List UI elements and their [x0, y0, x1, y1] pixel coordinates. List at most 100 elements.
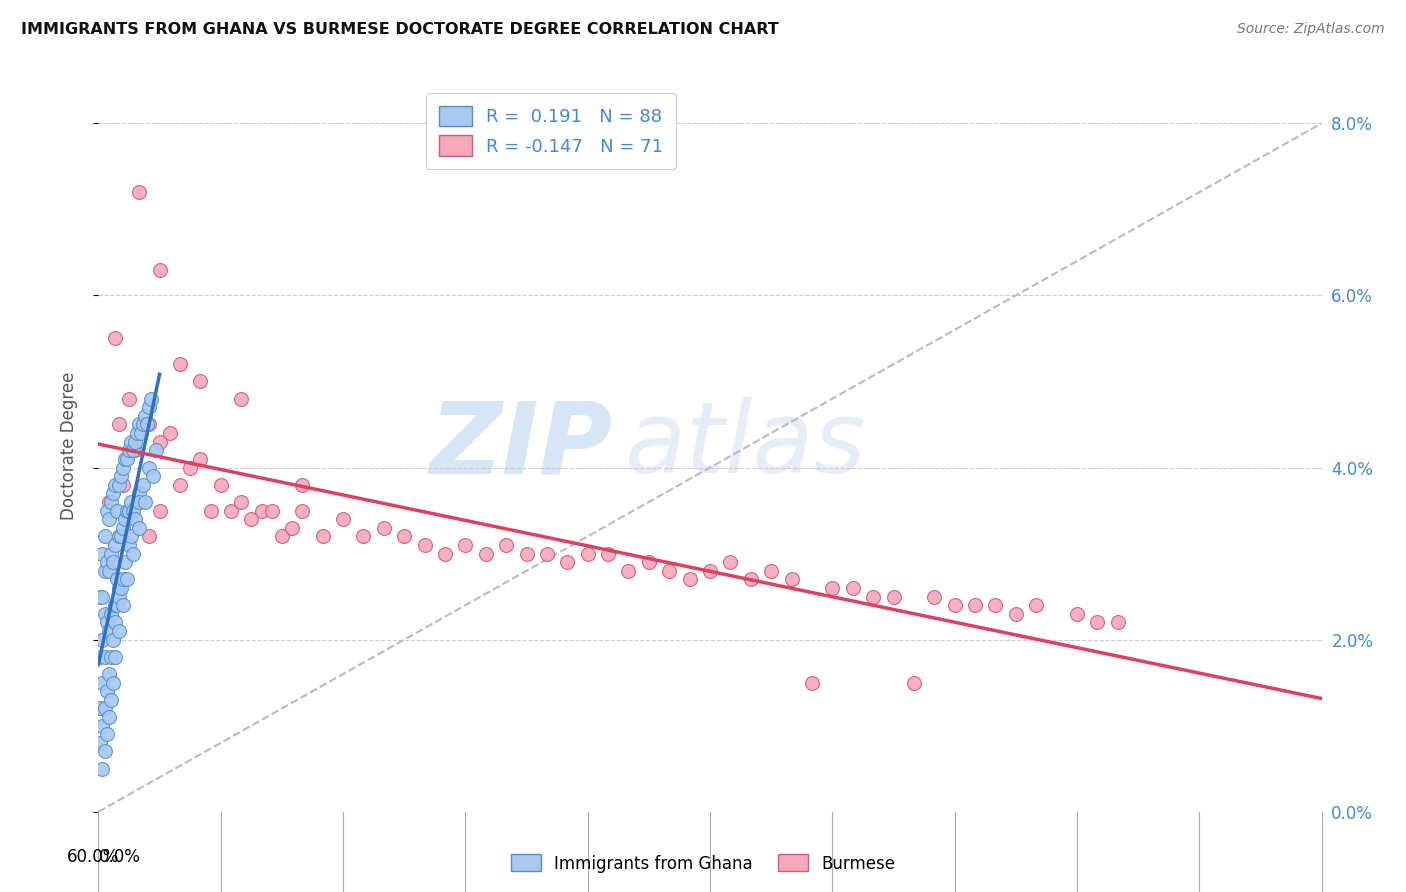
Point: [97, 512, 120, 526]
Point: [91, 762, 114, 776]
Point: [141, 392, 163, 406]
Point: [96, 503, 118, 517]
Point: [111, 521, 134, 535]
Point: [740, 573, 762, 587]
Point: [115, 451, 138, 466]
Text: IMMIGRANTS FROM GHANA VS BURMESE DOCTORATE DEGREE CORRELATION CHART: IMMIGRANTS FROM GHANA VS BURMESE DOCTORA…: [21, 22, 779, 37]
Point: [679, 573, 702, 587]
Y-axis label: Doctorate Degree: Doctorate Degree: [59, 372, 77, 520]
Point: [104, 598, 127, 612]
Point: [91, 632, 114, 647]
Point: [97, 667, 120, 681]
Point: [122, 443, 145, 458]
Point: [114, 451, 136, 466]
Point: [718, 555, 742, 569]
Point: [101, 486, 124, 500]
Point: [658, 564, 681, 578]
Point: [392, 529, 416, 543]
Point: [1066, 607, 1088, 621]
Point: [108, 581, 131, 595]
Point: [373, 521, 395, 535]
Point: [134, 409, 156, 423]
Point: [169, 357, 191, 371]
Point: [699, 564, 721, 578]
Point: [104, 477, 127, 491]
Point: [516, 547, 538, 561]
Point: [801, 675, 824, 690]
Point: [332, 512, 354, 526]
Point: [115, 503, 138, 517]
Point: [922, 590, 945, 604]
Point: [89, 649, 111, 664]
Point: [413, 538, 436, 552]
Point: [596, 547, 619, 561]
Point: [270, 529, 294, 543]
Point: [118, 503, 141, 517]
Point: [111, 460, 134, 475]
Point: [240, 512, 263, 526]
Point: [100, 495, 122, 509]
Point: [312, 529, 335, 543]
Point: [91, 590, 114, 604]
Point: [91, 675, 114, 690]
Point: [110, 581, 132, 595]
Point: [250, 503, 273, 517]
Point: [1004, 607, 1026, 621]
Text: 60.0%: 60.0%: [66, 848, 120, 866]
Point: [96, 555, 118, 569]
Point: [108, 417, 131, 432]
Point: [352, 529, 374, 543]
Point: [159, 426, 181, 441]
Point: [97, 564, 120, 578]
Point: [97, 710, 120, 724]
Point: [101, 675, 124, 690]
Point: [433, 547, 456, 561]
Point: [149, 434, 172, 449]
Point: [105, 598, 128, 612]
Point: [138, 529, 160, 543]
Point: [149, 503, 172, 517]
Point: [118, 392, 141, 406]
Point: [111, 598, 134, 612]
Point: [132, 417, 155, 432]
Point: [91, 547, 114, 561]
Point: [122, 503, 145, 517]
Point: [120, 434, 142, 449]
Point: [209, 477, 232, 491]
Text: atlas: atlas: [624, 398, 866, 494]
Point: [115, 573, 138, 587]
Point: [138, 401, 160, 415]
Point: [129, 426, 152, 441]
Point: [104, 615, 127, 630]
Point: [136, 417, 159, 432]
Point: [1085, 615, 1108, 630]
Point: [127, 426, 149, 441]
Point: [91, 719, 114, 733]
Point: [108, 624, 131, 638]
Point: [105, 573, 128, 587]
Point: [759, 564, 782, 578]
Point: [291, 477, 314, 491]
Point: [96, 727, 118, 741]
Point: [114, 512, 136, 526]
Point: [1107, 615, 1129, 630]
Point: [93, 564, 115, 578]
Point: [188, 375, 212, 389]
Point: [780, 573, 803, 587]
Point: [93, 529, 115, 543]
Point: [105, 503, 128, 517]
Point: [114, 555, 136, 569]
Point: [128, 521, 150, 535]
Text: 0.0%: 0.0%: [98, 848, 141, 866]
Point: [149, 262, 172, 277]
Point: [260, 503, 283, 517]
Point: [93, 607, 115, 621]
Legend: R =  0.191   N = 88, R = -0.147   N = 71: R = 0.191 N = 88, R = -0.147 N = 71: [426, 93, 676, 169]
Point: [841, 581, 863, 595]
Point: [93, 744, 115, 758]
Point: [128, 495, 150, 509]
Point: [118, 503, 141, 517]
Point: [124, 434, 146, 449]
Point: [474, 547, 498, 561]
Point: [124, 443, 146, 458]
